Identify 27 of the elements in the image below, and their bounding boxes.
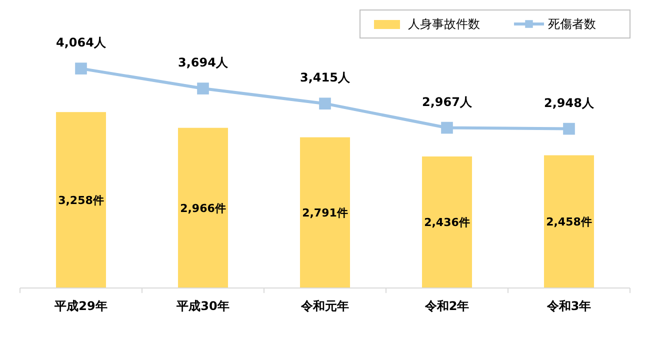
data-label: 2,948人 <box>544 96 595 110</box>
bar <box>422 156 472 288</box>
x-tick-label: 平成30年 <box>176 299 230 313</box>
data-label: 2,967人 <box>422 94 473 109</box>
legend-label: 死傷者数 <box>548 17 596 31</box>
data-label: 3,694人 <box>178 56 229 70</box>
point <box>75 62 87 74</box>
data-label: 2,436件 <box>424 216 470 230</box>
bar <box>300 137 350 288</box>
data-label: 2,966件 <box>180 202 226 215</box>
x-tick-label: 令和3年 <box>546 299 592 313</box>
point <box>441 122 453 134</box>
point <box>563 122 575 135</box>
data-label: 3,258件 <box>58 194 104 208</box>
data-label: 4,064人 <box>56 36 107 50</box>
bar <box>544 155 594 288</box>
x-tick-label: 令和元年 <box>300 299 349 313</box>
bar <box>178 128 228 288</box>
data-label: 3,415人 <box>300 70 351 85</box>
bar <box>56 112 106 288</box>
x-tick-label: 平成29年 <box>54 299 108 313</box>
data-label: 2,458件 <box>546 216 592 229</box>
x-tick-label: 令和2年 <box>424 299 470 313</box>
point <box>319 98 331 110</box>
data-label: 2,791件 <box>302 206 348 220</box>
legend-label: 人身事故件数 <box>408 17 480 31</box>
point <box>197 82 209 94</box>
